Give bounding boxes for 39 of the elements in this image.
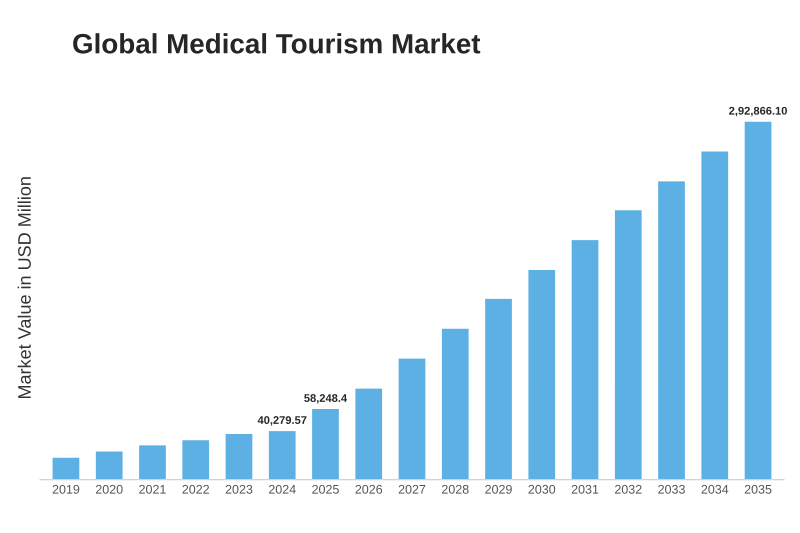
bar [743, 120, 773, 480]
bar [224, 432, 254, 480]
data-label: 40,279.57 [258, 416, 306, 426]
bar [527, 268, 557, 480]
bar [267, 430, 297, 480]
bar [310, 408, 340, 480]
bar [138, 444, 168, 480]
x-tick-label: 2035 [744, 484, 772, 494]
bar [397, 357, 427, 480]
x-tick-label: 2024 [268, 484, 296, 494]
data-label: 2,92,866.10 [729, 106, 787, 116]
x-tick-label: 2029 [485, 484, 512, 494]
x-tick-label: 2020 [96, 484, 123, 494]
bar [180, 438, 210, 480]
bar [484, 298, 514, 480]
x-tick-label: 2023 [226, 484, 252, 494]
x-tick-label: 2026 [355, 484, 382, 494]
x-tick-label: 2019 [52, 484, 80, 494]
x-tick-label: 2028 [442, 484, 469, 494]
bar [700, 150, 730, 480]
x-tick-label: 2022 [182, 484, 209, 494]
x-tick-label: 2032 [615, 484, 642, 494]
bar [570, 238, 600, 480]
x-tick-label: 2025 [312, 484, 339, 494]
bar [614, 208, 644, 480]
x-tick-label: 2033 [658, 484, 685, 494]
y-axis-title: Market Value in USD Million [18, 177, 31, 398]
bar [440, 327, 470, 480]
bar [354, 387, 384, 480]
bar [94, 450, 124, 480]
chart-title: Global Medical Tourism Market [73, 33, 480, 54]
x-tick-label: 2031 [572, 484, 598, 494]
data-label: 58,248.4 [304, 394, 348, 404]
x-tick-label: 2027 [398, 484, 426, 494]
bar [51, 456, 81, 480]
x-tick-label: 2030 [528, 484, 556, 494]
x-tick-label: 2021 [139, 484, 166, 494]
x-tick-label: 2034 [702, 484, 728, 494]
bar [656, 180, 686, 480]
